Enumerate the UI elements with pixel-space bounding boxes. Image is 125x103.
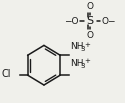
Text: +: +	[84, 59, 90, 64]
Text: O−: O−	[102, 16, 116, 26]
Text: 3: 3	[81, 63, 85, 69]
Text: 3: 3	[81, 46, 85, 52]
Text: +: +	[84, 42, 90, 48]
Text: NH: NH	[70, 59, 84, 68]
Text: NH: NH	[70, 42, 84, 51]
Text: S: S	[87, 16, 94, 26]
Text: −O: −O	[64, 16, 79, 26]
Text: Cl: Cl	[2, 69, 11, 79]
Text: O: O	[87, 31, 94, 40]
Text: O: O	[87, 2, 94, 11]
